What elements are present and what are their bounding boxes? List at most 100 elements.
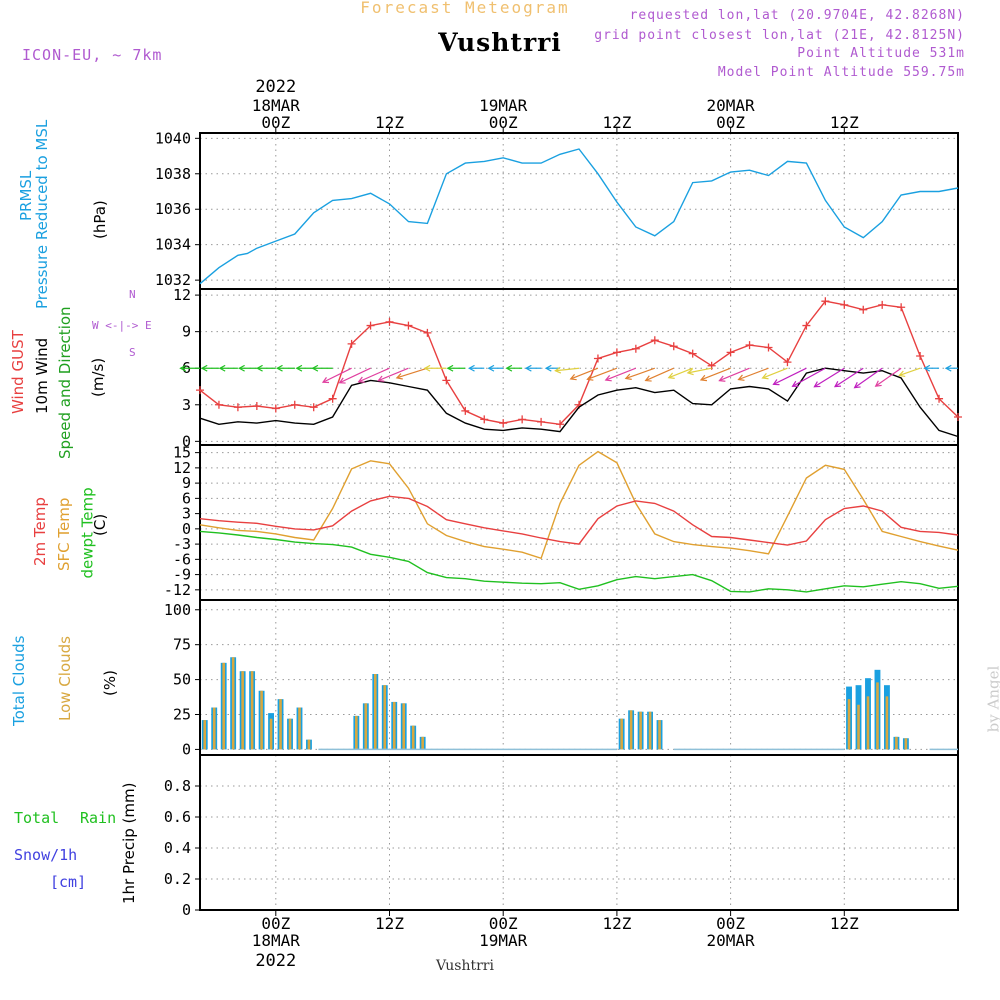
panel-4 bbox=[195, 599, 959, 756]
wind-gust-point bbox=[726, 348, 735, 357]
wind-gust-point bbox=[916, 352, 925, 361]
low-clouds-bar bbox=[364, 703, 368, 750]
wind-vector-head bbox=[357, 376, 365, 383]
top-time-label: 12Z bbox=[602, 113, 631, 132]
low-clouds-bar bbox=[355, 715, 358, 750]
y-tick-label: 0 bbox=[182, 901, 191, 919]
wind-vector-head bbox=[446, 364, 454, 372]
y-tick-label: 1040 bbox=[155, 129, 191, 147]
wind-vector bbox=[587, 367, 618, 380]
low-clouds-bar bbox=[298, 707, 301, 750]
wind-vector bbox=[358, 367, 390, 383]
y-tick-label: -9 bbox=[173, 566, 191, 584]
low-clouds-bar bbox=[212, 707, 216, 750]
wind-gust-point bbox=[290, 400, 299, 409]
wind-gust-point bbox=[537, 417, 546, 426]
wind-vector-head bbox=[377, 375, 385, 382]
wind-vector-head bbox=[944, 364, 952, 372]
wind-vector-head bbox=[218, 364, 226, 372]
wind-gust-point bbox=[385, 317, 394, 326]
compass-west-east: W <-|-> E bbox=[92, 319, 152, 332]
low-clouds-bar bbox=[857, 704, 860, 750]
low-clouds-bar bbox=[904, 738, 908, 750]
low-clouds-bar bbox=[895, 736, 898, 750]
wind-vector bbox=[396, 367, 428, 379]
wind-gust-point bbox=[328, 394, 337, 403]
top-time-label: 19MAR bbox=[479, 96, 528, 115]
wind-gust-point bbox=[442, 376, 451, 385]
wind-vector bbox=[899, 367, 921, 376]
y-tick-label: -12 bbox=[164, 581, 191, 599]
y-tick-label: -3 bbox=[173, 535, 191, 553]
chart-title: Vushtrri bbox=[438, 28, 562, 57]
low-clouds-bar bbox=[866, 696, 870, 750]
y-tick-label: 3 bbox=[182, 505, 191, 523]
wind-vector bbox=[555, 367, 580, 372]
top-time-label: 00Z bbox=[261, 113, 290, 132]
wind-vector-head bbox=[604, 375, 612, 382]
wind-vector-head bbox=[853, 381, 861, 389]
wind-vector-head bbox=[772, 379, 780, 386]
low-clouds-bar bbox=[269, 718, 273, 750]
wind-vector bbox=[339, 367, 371, 384]
y-tick-label: 0.6 bbox=[164, 808, 191, 826]
wind-gust-point bbox=[821, 297, 830, 306]
low-clouds-bar bbox=[392, 701, 396, 750]
wind-vector-head bbox=[624, 373, 632, 380]
y-tick-label: 12 bbox=[173, 286, 191, 304]
bottom-time-label: 18MAR bbox=[252, 931, 301, 950]
wind-vector-head bbox=[699, 374, 708, 382]
top-time-label: 00Z bbox=[716, 113, 745, 132]
y-tick-label: 0.2 bbox=[164, 870, 191, 888]
model-label: ICON-EU, ~ 7km bbox=[22, 46, 163, 64]
wind-vector bbox=[762, 367, 788, 379]
model-point-altitude: Model Point Altitude 559.75m bbox=[717, 65, 965, 80]
top-time-label: 20MAR bbox=[707, 96, 756, 115]
wind-gust-point bbox=[954, 412, 962, 421]
bottom-time-label: 12Z bbox=[375, 914, 404, 933]
wind-vector-head bbox=[179, 364, 187, 372]
wind-gust-point bbox=[802, 321, 811, 330]
wind-vector bbox=[668, 367, 693, 379]
wind-vector-head bbox=[467, 364, 475, 372]
wind-gust-point bbox=[631, 344, 640, 353]
wind-gust-point bbox=[366, 321, 375, 330]
wind-vector-head bbox=[898, 370, 906, 378]
wind-gust-point bbox=[196, 386, 204, 395]
top-time-label: 00Z bbox=[489, 113, 518, 132]
y-tick-label: 0 bbox=[182, 740, 191, 758]
low-clouds-bar bbox=[222, 662, 225, 750]
wind-vector-head bbox=[256, 364, 263, 372]
sfc-temp-line bbox=[199, 450, 959, 560]
wind-vector bbox=[814, 367, 845, 388]
low-clouds-bar bbox=[648, 711, 652, 750]
low-clouds-bar bbox=[383, 685, 387, 750]
wind-vector-head bbox=[718, 375, 726, 382]
wind-vector bbox=[605, 367, 637, 381]
y-tick-label: 12 bbox=[173, 459, 191, 477]
wind-gust-point bbox=[859, 305, 868, 314]
chart-subtitle: Forecast Meteogram bbox=[360, 0, 570, 17]
low-clouds-bar bbox=[885, 696, 889, 750]
wind-vector bbox=[792, 367, 826, 387]
wind-vector bbox=[322, 367, 352, 383]
low-clouds-bar bbox=[288, 718, 292, 750]
y-tick-label: 3 bbox=[182, 396, 191, 414]
low-clouds-bar bbox=[203, 720, 207, 750]
wind-vector-head bbox=[524, 364, 532, 372]
wind-vector-head bbox=[554, 366, 562, 374]
wind-vector bbox=[570, 367, 599, 380]
top-time-label: 18MAR bbox=[252, 96, 301, 115]
wind-gust-point bbox=[252, 402, 261, 410]
grid-point-coords: grid point closest lon,lat (21E, 42.8125… bbox=[594, 28, 965, 43]
wind-vector bbox=[738, 367, 769, 381]
wind-gust-point bbox=[233, 403, 242, 412]
y-tick-label: 15 bbox=[173, 444, 191, 462]
compass-north: N bbox=[129, 288, 136, 301]
bottom-time-label: 12Z bbox=[602, 914, 631, 933]
wind-vector-head bbox=[667, 372, 675, 379]
wind-vector-head bbox=[275, 364, 283, 372]
bottom-year-label: 2022 bbox=[255, 951, 296, 971]
wind-vector bbox=[378, 367, 409, 382]
